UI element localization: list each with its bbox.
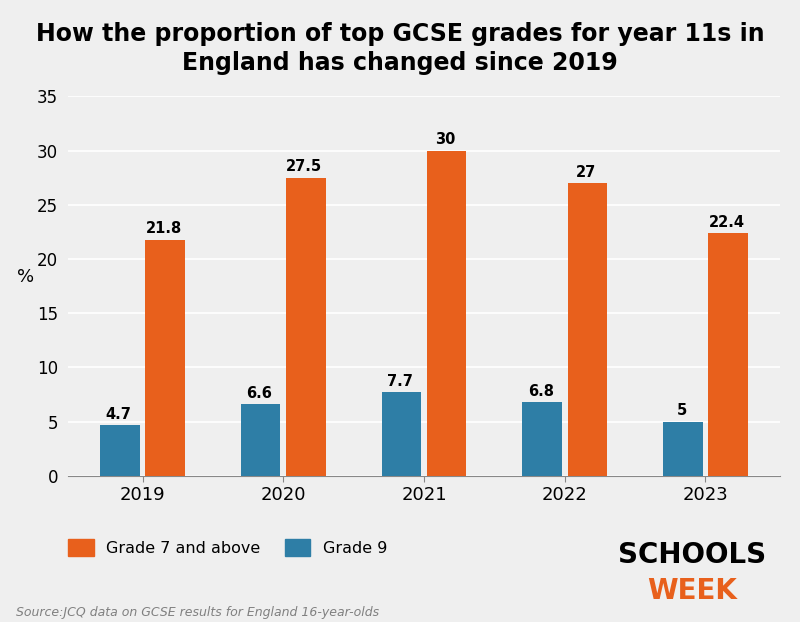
- Text: 27: 27: [576, 165, 596, 180]
- Bar: [663, 422, 702, 476]
- Text: Source:JCQ data on GCSE results for England 16-year-olds: Source:JCQ data on GCSE results for Engl…: [16, 606, 379, 619]
- Bar: [382, 392, 421, 476]
- Text: 4.7: 4.7: [106, 407, 131, 422]
- Bar: [522, 402, 562, 476]
- Text: 7.7: 7.7: [387, 374, 413, 389]
- Legend: Grade 7 and above, Grade 9: Grade 7 and above, Grade 9: [62, 532, 394, 563]
- Bar: [100, 425, 140, 476]
- Text: 6.6: 6.6: [246, 386, 272, 401]
- Text: 30: 30: [435, 132, 455, 147]
- Text: WEEK: WEEK: [647, 577, 737, 605]
- Text: 27.5: 27.5: [286, 159, 322, 174]
- Bar: [286, 178, 326, 476]
- Bar: [708, 233, 748, 476]
- Bar: [146, 239, 185, 476]
- Text: 6.8: 6.8: [528, 384, 554, 399]
- Y-axis label: %: %: [18, 268, 34, 286]
- Text: 5: 5: [676, 404, 686, 419]
- Text: 21.8: 21.8: [146, 221, 182, 236]
- Text: 22.4: 22.4: [709, 215, 745, 230]
- Bar: [427, 151, 466, 476]
- Text: How the proportion of top GCSE grades for year 11s in
England has changed since : How the proportion of top GCSE grades fo…: [36, 22, 764, 75]
- Bar: [241, 404, 281, 476]
- Bar: [567, 183, 607, 476]
- Text: SCHOOLS: SCHOOLS: [618, 541, 766, 569]
